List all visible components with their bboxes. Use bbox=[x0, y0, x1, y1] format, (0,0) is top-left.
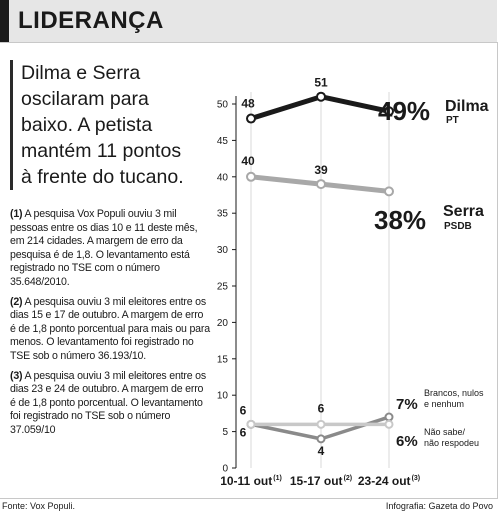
footnote-1: (1) A pesquisa Vox Populi ouviu 3 mil pe… bbox=[10, 208, 210, 290]
y-tick-label: 0 bbox=[222, 464, 228, 475]
credit-note: Infografia: Gazeta do Povo bbox=[385, 501, 493, 511]
data-label: 6 bbox=[240, 403, 247, 417]
data-label: 48 bbox=[241, 97, 255, 111]
footnote-2: (2) A pesquisa ouviu 3 mil eleitores ent… bbox=[10, 296, 210, 364]
data-label: 40 bbox=[241, 154, 255, 168]
page-title: LIDERANÇA bbox=[18, 7, 164, 34]
end-label-dilma-pct: 49% bbox=[378, 96, 430, 126]
end-label-serra-name: Serra bbox=[443, 203, 484, 220]
y-tick-label: 25 bbox=[217, 282, 229, 293]
data-point bbox=[316, 434, 326, 444]
data-label: 6 bbox=[318, 401, 325, 415]
end-label-brancos-name: Brancos, nulos e nenhum bbox=[424, 388, 484, 409]
x-tick-label: 15-17 out(2) bbox=[290, 474, 352, 488]
y-tick-label: 20 bbox=[217, 318, 229, 329]
data-point bbox=[316, 419, 326, 429]
footnote-3: (3) A pesquisa ouviu 3 mil eleitores ent… bbox=[10, 370, 210, 438]
footnotes: (1) A pesquisa Vox Populi ouviu 3 mil pe… bbox=[10, 208, 210, 444]
source-note: Fonte: Vox Populi. bbox=[2, 501, 76, 511]
lead-rule bbox=[10, 60, 13, 190]
end-label-dilma-party: PT bbox=[446, 115, 459, 126]
data-point bbox=[246, 171, 256, 182]
x-tick-label: 23-24 out(3) bbox=[358, 474, 420, 488]
y-tick-label: 10 bbox=[217, 391, 229, 402]
y-tick-label: 5 bbox=[222, 427, 228, 438]
footnote-text: A pesquisa Vox Populi ouviu 3 mil pessoa… bbox=[10, 208, 198, 288]
end-label-naosabe-name: Não sabe/não respodeu bbox=[424, 427, 479, 448]
y-tick-label: 45 bbox=[217, 136, 229, 147]
y-tick-label: 40 bbox=[217, 172, 229, 183]
data-point bbox=[384, 106, 394, 117]
data-point bbox=[316, 179, 326, 190]
y-tick-label: 30 bbox=[217, 245, 229, 256]
data-point bbox=[384, 186, 394, 197]
y-tick-label: 15 bbox=[217, 354, 229, 365]
data-point bbox=[246, 113, 256, 124]
data-point bbox=[246, 419, 256, 429]
infographic-frame bbox=[0, 42, 498, 499]
data-point bbox=[384, 412, 394, 422]
lead-text: Dilma e Serra oscilaram para baixo. A pe… bbox=[21, 62, 184, 188]
header-accent-bar bbox=[0, 0, 9, 42]
data-label: 4 bbox=[318, 444, 325, 458]
y-tick-label: 35 bbox=[217, 209, 229, 220]
header: LIDERANÇA bbox=[0, 0, 497, 43]
end-label-brancos-pct: 7% bbox=[396, 396, 418, 413]
data-point bbox=[316, 91, 326, 102]
end-label-dilma-name: Dilma bbox=[445, 98, 489, 115]
x-tick-label: 10-11 out(1) bbox=[220, 474, 282, 488]
data-label: 6 bbox=[240, 425, 247, 439]
data-label: 39 bbox=[314, 163, 328, 177]
footnote-text: A pesquisa ouviu 3 mil eleitores entre o… bbox=[10, 369, 206, 436]
data-point bbox=[384, 419, 394, 429]
end-label-naosabe-pct: 6% bbox=[396, 433, 418, 450]
footnote-marker: (1) bbox=[10, 208, 23, 220]
footnote-marker: (2) bbox=[10, 295, 23, 308]
footnote-text: A pesquisa ouviu 3 mil eleitores entre o… bbox=[10, 295, 210, 362]
data-label: 51 bbox=[314, 76, 328, 90]
end-label-serra-party: PSDB bbox=[444, 221, 472, 232]
end-label-serra-pct: 38% bbox=[374, 205, 426, 235]
y-tick-label: 50 bbox=[217, 100, 229, 111]
footnote-marker: (3) bbox=[10, 369, 23, 382]
